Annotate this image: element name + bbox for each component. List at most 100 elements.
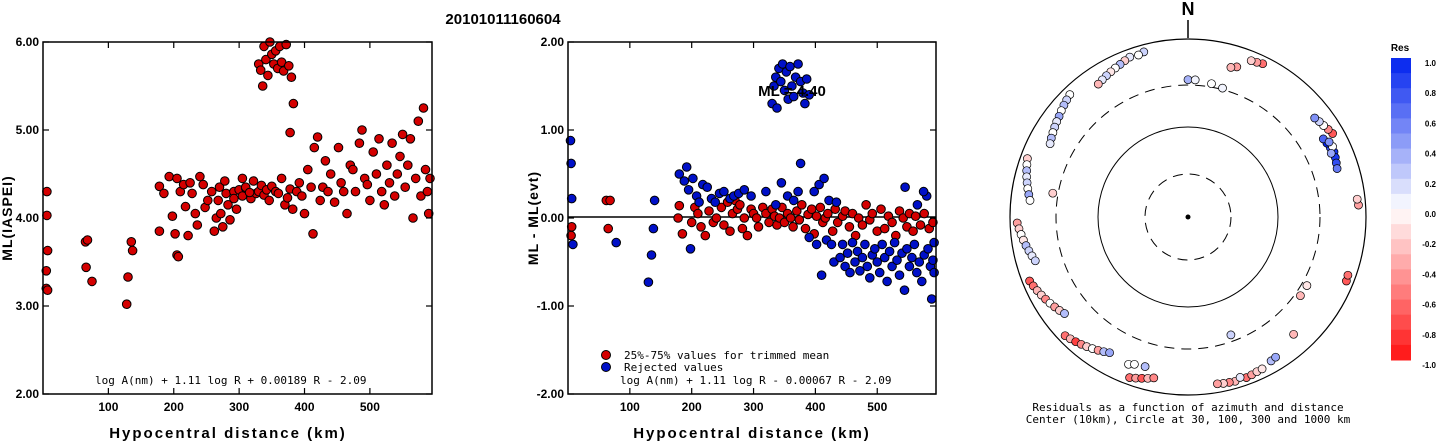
polar-point	[1332, 164, 1342, 173]
p1-point	[198, 179, 208, 190]
p1-point	[288, 98, 299, 109]
colorbar-swatch	[1391, 103, 1411, 119]
polar-point	[1134, 50, 1143, 60]
p2-point	[646, 250, 657, 260]
p2-point	[910, 211, 921, 221]
p2-point	[685, 244, 696, 254]
panel-ml-iaspei: ML(IASPEI) Hypocentral distance (km) 100…	[0, 35, 435, 441]
p2-point	[649, 195, 660, 206]
polar-point	[1093, 79, 1103, 89]
p2-point	[693, 208, 703, 219]
colorbar-swatch	[1391, 118, 1411, 134]
colorbar-tick-label: -0.2	[1422, 240, 1436, 249]
p2-point	[788, 195, 799, 206]
p2-point	[751, 213, 762, 223]
p1-point	[329, 197, 340, 207]
polar-point	[1302, 281, 1312, 290]
p1-point	[297, 191, 307, 201]
p1-point	[376, 186, 387, 197]
p2-point	[876, 204, 886, 214]
colorbar-tick-label: 0.8	[1425, 89, 1437, 98]
panel2-formula: log A(nm) + 1.11 log R - 0.00067 R - 2.0…	[620, 374, 892, 387]
p2-point	[719, 186, 729, 197]
event-title: 20101011160604	[445, 11, 561, 28]
p2-point	[860, 239, 870, 250]
p2-point	[605, 195, 615, 206]
polar-point	[1235, 373, 1245, 382]
p1-point	[244, 187, 255, 198]
p2-point	[879, 252, 890, 263]
colorbar-swatch	[1391, 73, 1411, 89]
p2-point	[776, 178, 787, 188]
p1-point	[362, 179, 373, 190]
p1-point	[336, 178, 346, 188]
p2-point	[677, 229, 688, 239]
p2-point	[804, 232, 815, 243]
p1-point	[420, 164, 431, 175]
p1-point	[42, 186, 52, 197]
p1-point	[333, 142, 344, 153]
p2-point	[648, 223, 659, 234]
ring-30km	[1144, 173, 1232, 261]
polar-point	[1130, 359, 1139, 369]
polar-point	[1352, 194, 1362, 204]
p2-point	[814, 179, 824, 190]
p1-point	[127, 245, 138, 256]
p1-point	[348, 164, 358, 175]
p2-point	[792, 206, 802, 216]
p1-point	[320, 156, 331, 166]
p1-point	[374, 134, 384, 144]
p1-point	[273, 188, 284, 199]
colorbar-tick-label: -0.8	[1422, 331, 1436, 340]
panel2-frame	[567, 41, 937, 395]
p1-point	[42, 210, 52, 221]
polar-point	[1105, 348, 1114, 358]
p2-point	[894, 270, 905, 281]
panel2-points	[565, 59, 939, 304]
p1-point	[325, 169, 336, 179]
p2-point	[603, 223, 614, 234]
p2-point	[908, 226, 918, 236]
p1-point	[195, 171, 205, 182]
colorbar-swatch	[1391, 299, 1411, 316]
p2-point	[681, 162, 692, 172]
p1-point	[81, 262, 91, 273]
p1-point	[261, 54, 271, 65]
p1-point	[170, 229, 180, 239]
p1-ytick-label: 6.00	[16, 35, 40, 49]
colorbar-swatch	[1391, 193, 1411, 210]
p1-point	[287, 204, 298, 214]
colorbar-swatch	[1391, 344, 1411, 361]
p1-point	[264, 195, 275, 206]
colorbar-swatch	[1391, 269, 1411, 285]
p1-point	[315, 195, 326, 206]
p2-xtick-label: 200	[682, 400, 702, 414]
p2-ytick-label: 1.00	[541, 123, 565, 137]
p1-point	[350, 186, 361, 197]
panel1-xlabel: Hypocentral distance (km)	[109, 425, 347, 441]
p2-point	[683, 185, 694, 195]
p1-point	[154, 226, 165, 236]
p1-xtick-label: 300	[229, 400, 249, 414]
polar-point	[1310, 113, 1320, 123]
p2-point	[725, 226, 735, 236]
p2-point	[929, 237, 939, 248]
p1-point	[276, 173, 287, 184]
p1-xtick-label: 500	[360, 400, 380, 414]
colorbar-tick-label: -0.6	[1422, 301, 1436, 310]
p2-point	[850, 257, 860, 267]
p1-point	[403, 160, 413, 170]
p1-ytick-label: 4.00	[16, 211, 40, 225]
p2-point	[872, 257, 883, 267]
p2-point	[917, 276, 927, 287]
p1-point	[405, 134, 416, 144]
p2-point	[739, 213, 750, 223]
p2-point	[887, 217, 897, 228]
p2-point	[800, 223, 811, 234]
colorbar-tick-label: -1.0	[1422, 361, 1436, 370]
polar-point	[1289, 329, 1298, 339]
p2-point	[769, 81, 779, 91]
p2-point	[835, 252, 845, 263]
p2-point	[673, 213, 683, 223]
p2-point	[761, 186, 771, 197]
